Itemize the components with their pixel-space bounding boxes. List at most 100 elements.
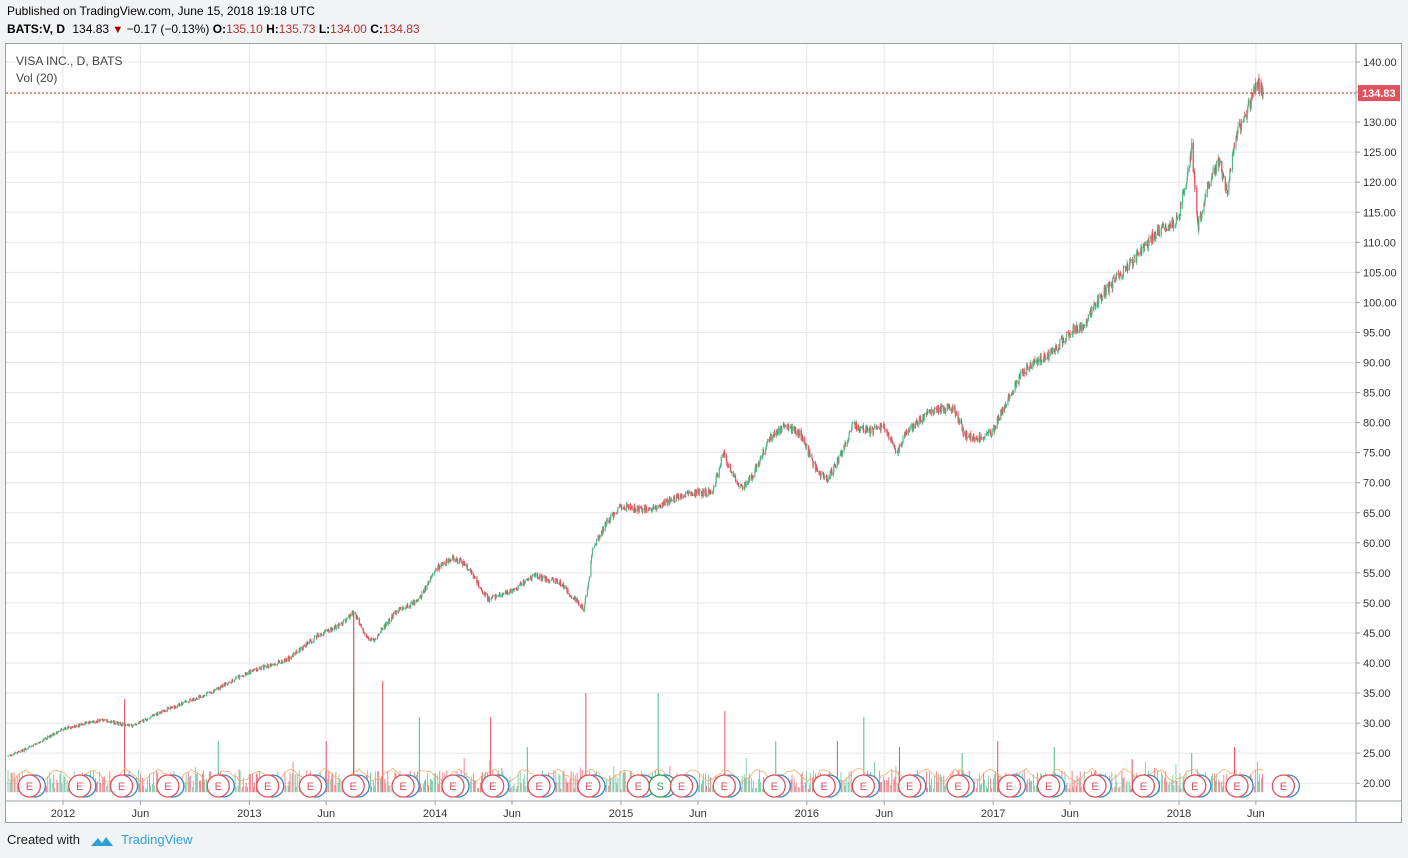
last-price-badge-text: 134.83 xyxy=(1362,88,1396,100)
candle xyxy=(1093,300,1095,313)
price-tick-label: 60.00 xyxy=(1363,538,1391,550)
earnings-event-marker[interactable]: E xyxy=(712,774,741,798)
candle xyxy=(1027,365,1029,370)
candle xyxy=(1055,344,1057,351)
candle xyxy=(517,584,519,591)
candle xyxy=(428,580,430,584)
earnings-event-marker[interactable]: E xyxy=(1183,774,1212,798)
earnings-event-marker[interactable]: E xyxy=(1083,774,1112,798)
candle xyxy=(176,704,179,709)
candle xyxy=(642,507,644,514)
candle xyxy=(260,665,263,671)
candle xyxy=(508,591,510,596)
candle xyxy=(641,505,643,513)
candle xyxy=(677,492,680,501)
candle xyxy=(952,403,954,413)
legend-title: VISA INC., D, BATS xyxy=(16,54,122,68)
candle xyxy=(421,590,423,599)
earnings-event-marker[interactable]: E xyxy=(109,774,139,798)
earnings-event-marker[interactable]: E xyxy=(898,774,927,798)
earnings-event-marker[interactable]: E xyxy=(68,774,97,798)
candle xyxy=(609,517,611,524)
candle xyxy=(927,409,929,414)
earnings-event-marker[interactable]: E xyxy=(946,774,975,798)
candle xyxy=(52,732,54,737)
candle xyxy=(870,424,872,434)
candle xyxy=(1037,356,1040,366)
candle xyxy=(157,711,159,716)
candle xyxy=(264,664,266,668)
candle xyxy=(219,685,221,691)
earnings-event-marker[interactable]: E xyxy=(256,774,285,798)
candle xyxy=(1204,193,1206,207)
earnings-event-marker[interactable]: E xyxy=(527,774,556,798)
earnings-event-marker[interactable]: E xyxy=(669,774,699,798)
earnings-event-marker[interactable]: E xyxy=(298,774,328,798)
candle xyxy=(774,429,776,438)
candle xyxy=(979,431,981,443)
candle xyxy=(1084,324,1086,328)
close-label: C: xyxy=(370,22,383,36)
candle xyxy=(1216,160,1218,172)
candle xyxy=(1020,369,1022,380)
candle xyxy=(1080,322,1082,334)
earnings-event-marker[interactable]: E xyxy=(156,774,185,798)
earnings-event-marker[interactable]: E xyxy=(997,774,1027,798)
price-change: −0.17 (−0.13%) xyxy=(126,22,210,36)
earnings-event-marker[interactable]: E xyxy=(851,774,880,798)
candle xyxy=(883,422,885,429)
candle xyxy=(635,508,637,513)
candle xyxy=(164,710,166,712)
candle xyxy=(36,742,38,745)
candle xyxy=(659,504,661,507)
candle xyxy=(838,454,840,465)
time-tick-label: 2013 xyxy=(237,808,261,820)
candle xyxy=(737,481,739,486)
earnings-event-marker[interactable]: E xyxy=(1225,774,1254,798)
candle xyxy=(738,485,740,489)
candle xyxy=(854,421,856,429)
earnings-event-marker[interactable]: E xyxy=(441,774,470,798)
candle xyxy=(350,612,352,617)
candle xyxy=(570,595,572,598)
candle xyxy=(489,597,491,604)
candle xyxy=(1029,364,1031,372)
candle xyxy=(492,595,494,598)
earnings-event-marker[interactable]: E xyxy=(481,774,510,798)
candle xyxy=(565,585,567,589)
candle xyxy=(495,594,497,601)
candle xyxy=(124,722,126,727)
earnings-event-marker[interactable]: E xyxy=(17,774,47,798)
candle xyxy=(776,429,778,436)
candle xyxy=(253,668,256,671)
candle xyxy=(257,667,259,672)
earnings-event-marker[interactable]: E xyxy=(391,774,420,798)
candle xyxy=(767,438,769,443)
candle xyxy=(647,507,650,512)
candle xyxy=(11,754,13,757)
earnings-event-marker[interactable]: E xyxy=(206,774,235,798)
earnings-event-marker[interactable]: E xyxy=(341,774,370,798)
candle xyxy=(310,638,312,643)
low-value: 134.00 xyxy=(330,22,367,36)
earnings-event-marker[interactable]: E xyxy=(1037,774,1066,798)
candle xyxy=(95,720,98,723)
tradingview-brand[interactable]: TradingView xyxy=(121,832,193,847)
earnings-event-marker[interactable]: E xyxy=(577,774,606,798)
candle xyxy=(1175,211,1178,225)
earnings-event-marker[interactable]: E xyxy=(1271,774,1301,798)
candle xyxy=(205,691,208,696)
earnings-event-marker[interactable]: E xyxy=(1131,774,1161,798)
time-tick-label: 2014 xyxy=(423,808,447,820)
candle xyxy=(1098,292,1100,298)
price-axis: 140.00135.00130.00125.00120.00115.00110.… xyxy=(1356,57,1397,790)
earnings-event-marker[interactable]: E xyxy=(762,774,791,798)
candle xyxy=(779,425,781,437)
candle xyxy=(1187,164,1189,175)
candle xyxy=(592,546,594,550)
candle xyxy=(435,568,437,572)
candle xyxy=(852,421,854,424)
earnings-event-marker[interactable]: E xyxy=(812,774,841,798)
